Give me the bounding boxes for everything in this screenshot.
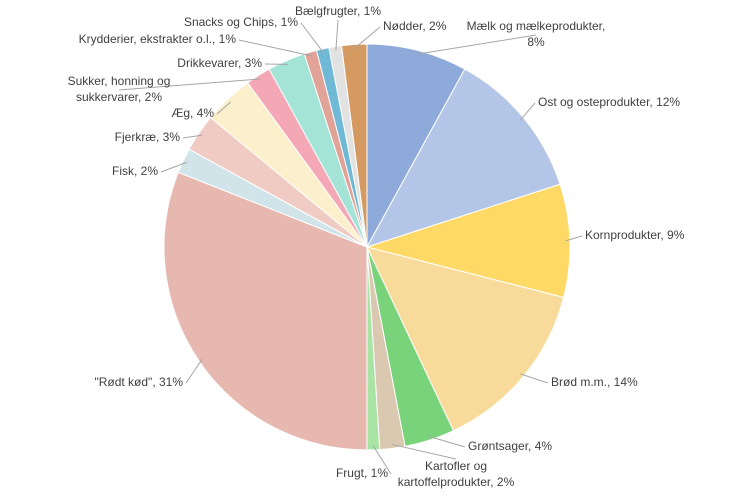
- data-label-line: Frugt, 1%: [336, 466, 388, 480]
- data-label-line: Bælgfrugter, 1%: [295, 4, 381, 18]
- data-label-line: Krydderier, ekstrakter o.l., 1%: [79, 32, 237, 46]
- data-label: Ost og osteprodukter, 12%: [538, 95, 680, 109]
- data-label-line: Kornprodukter, 9%: [585, 228, 685, 242]
- data-label: Æg, 4%: [171, 106, 214, 120]
- leader-line: [216, 101, 232, 115]
- leader-line: [238, 39, 312, 57]
- leader-line: [565, 235, 583, 242]
- leader-line: [118, 78, 261, 91]
- data-label: Kornprodukter, 9%: [585, 228, 685, 242]
- data-label: Frugt, 1%: [336, 466, 388, 480]
- pie-slice: [366, 246, 565, 432]
- data-label: Drikkevarer, 3%: [177, 56, 262, 70]
- data-label: Brød m.m., 14%: [551, 375, 638, 389]
- pie-slice: [366, 43, 466, 248]
- data-label: Sukker, honning og sukkervarer, 2%: [68, 74, 171, 104]
- leader-line: [335, 19, 339, 51]
- data-label-line: Snacks og Chips, 1%: [184, 15, 298, 29]
- data-label-line: Fjerkræ, 3%: [115, 130, 181, 144]
- pie-slice: [340, 43, 368, 248]
- data-label-line: Grøntsager, 4%: [468, 439, 552, 453]
- leader-line: [160, 161, 188, 173]
- data-label-line: Kartofler og: [425, 459, 487, 473]
- leader-line: [416, 34, 537, 55]
- leader-line: [185, 358, 203, 384]
- data-label: "Rødt kød", 31%: [94, 375, 183, 389]
- data-label: Kartofler og kartoffelprodukter, 2%: [398, 459, 515, 489]
- leader-line: [182, 134, 203, 139]
- pie-slice: [163, 171, 368, 451]
- leader-line: [300, 22, 324, 54]
- pie-slice: [365, 183, 571, 299]
- data-label-line: 8%: [527, 35, 545, 49]
- data-label-line: sukkervarer, 2%: [76, 90, 162, 104]
- leader-line: [520, 373, 549, 384]
- data-label-line: Ost og osteprodukter, 12%: [538, 95, 680, 109]
- leader-line: [391, 443, 457, 460]
- leader-line: [354, 26, 381, 49]
- data-label-line: Fisk, 2%: [112, 164, 158, 178]
- data-label: Krydderier, ekstrakter o.l., 1%: [79, 32, 237, 46]
- data-label-line: Æg, 4%: [171, 106, 214, 120]
- data-label: Mælk og mælkeprodukter, 8%: [467, 19, 606, 49]
- data-label-line: Mælk og mælkeprodukter,: [467, 19, 606, 33]
- data-label: Fjerkræ, 3%: [115, 130, 181, 144]
- pie-slice: [365, 68, 561, 248]
- data-label-line: Sukker, honning og: [68, 74, 171, 88]
- data-label: Bælgfrugter, 1%: [295, 4, 381, 18]
- data-label: Nødder, 2%: [383, 19, 447, 33]
- data-label: Fisk, 2%: [112, 164, 158, 178]
- data-label: Snacks og Chips, 1%: [184, 15, 298, 29]
- leader-line: [428, 435, 466, 448]
- data-label-line: Nødder, 2%: [383, 19, 447, 33]
- leader-line: [372, 445, 392, 475]
- data-label: Grøntsager, 4%: [468, 439, 552, 453]
- data-label-line: kartoffelprodukter, 2%: [398, 475, 515, 489]
- data-label-line: Drikkevarer, 3%: [177, 56, 262, 70]
- data-label-line: "Rødt kød", 31%: [94, 375, 183, 389]
- data-label-line: Brød m.m., 14%: [551, 375, 638, 389]
- leader-line: [519, 102, 536, 121]
